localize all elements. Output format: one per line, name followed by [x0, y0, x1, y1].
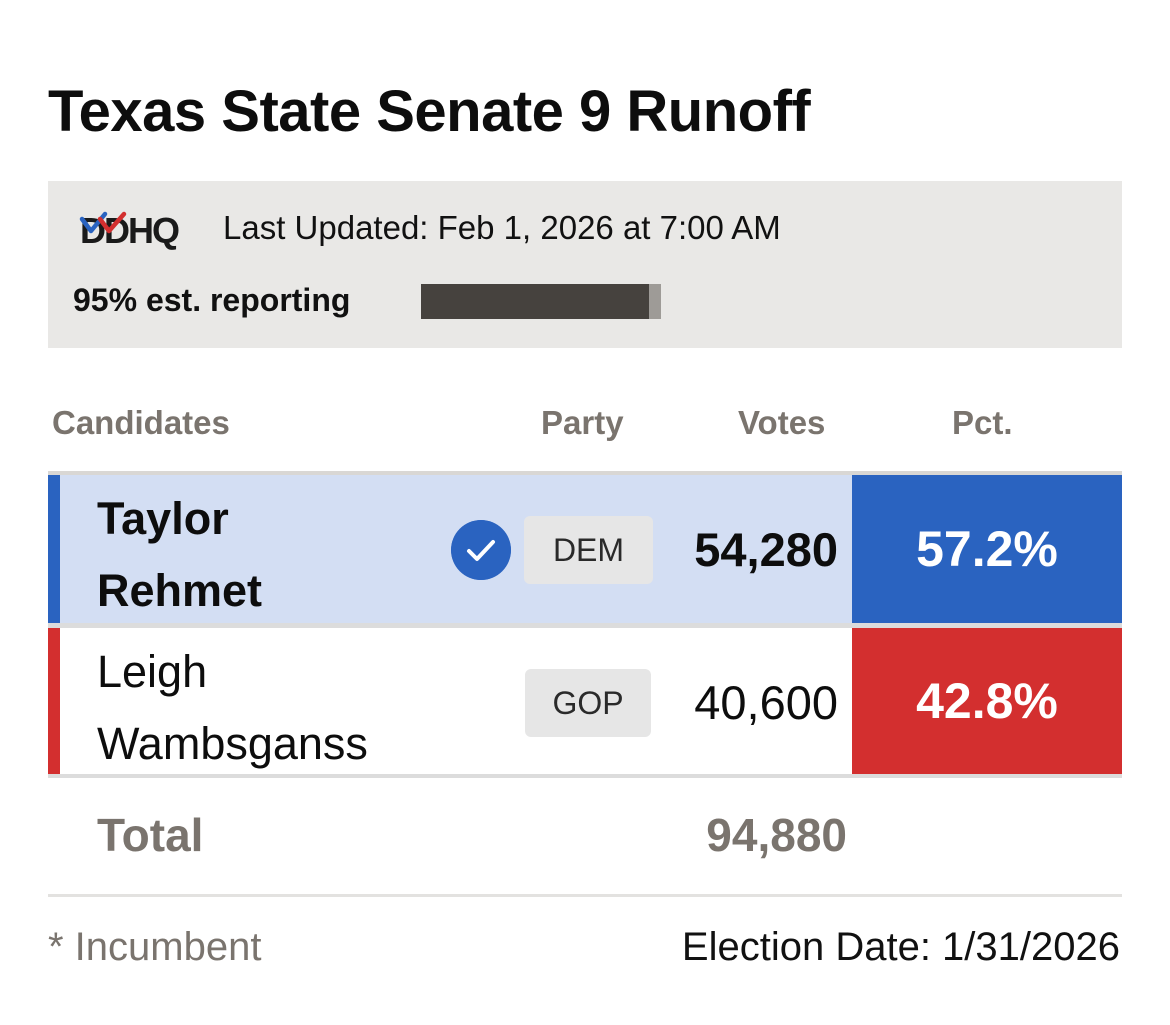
candidate-first-name: Taylor	[97, 493, 229, 544]
check-circle-icon	[451, 520, 511, 580]
candidate-pct: 57.2%	[852, 475, 1122, 623]
reporting-label: 95% est. reporting	[73, 282, 351, 318]
header-divider	[48, 471, 1122, 475]
party-color-bar	[48, 628, 60, 774]
party-badge: DEM	[524, 516, 653, 584]
reporting-progress-bar	[421, 284, 661, 319]
candidate-first-name: Leigh	[97, 646, 208, 697]
status-panel: DDHQ Last Updated: Feb 1, 2026 at 7:00 A…	[48, 181, 1122, 348]
header-votes: Votes	[738, 404, 826, 441]
party-color-bar	[48, 475, 60, 623]
header-party: Party	[541, 404, 624, 441]
last-updated: Last Updated: Feb 1, 2026 at 7:00 AM	[223, 209, 781, 246]
ddhq-logo: DDHQ	[79, 210, 181, 251]
candidate-votes: 40,600	[694, 676, 838, 729]
candidate-row: Taylor Rehmet DEM 54,280 57.2%	[48, 475, 1122, 623]
total-label: Total	[97, 809, 204, 861]
header-pct: Pct.	[952, 404, 1013, 441]
table-bottom-divider	[48, 774, 1122, 778]
logo-text: DDHQ	[80, 210, 179, 251]
candidate-last-name: Wambsganss	[97, 718, 368, 769]
total-votes: 94,880	[706, 809, 847, 861]
page-title: Texas State Senate 9 Runoff	[48, 79, 811, 144]
candidate-row: Leigh Wambsganss GOP 40,600 42.8%	[48, 628, 1122, 774]
footer-divider	[48, 894, 1122, 897]
reporting-progress-fill	[421, 284, 649, 319]
header-candidates: Candidates	[52, 404, 230, 441]
candidate-last-name: Rehmet	[97, 565, 263, 616]
row-divider	[48, 623, 1122, 628]
candidate-pct: 42.8%	[852, 628, 1122, 774]
candidate-name: Taylor Rehmet	[97, 483, 262, 627]
incumbent-note: * Incumbent	[48, 925, 262, 969]
candidate-votes: 54,280	[694, 523, 838, 576]
election-date: Election Date: 1/31/2026	[681, 925, 1120, 969]
candidate-name: Leigh Wambsganss	[97, 636, 368, 780]
party-badge: GOP	[525, 669, 651, 737]
